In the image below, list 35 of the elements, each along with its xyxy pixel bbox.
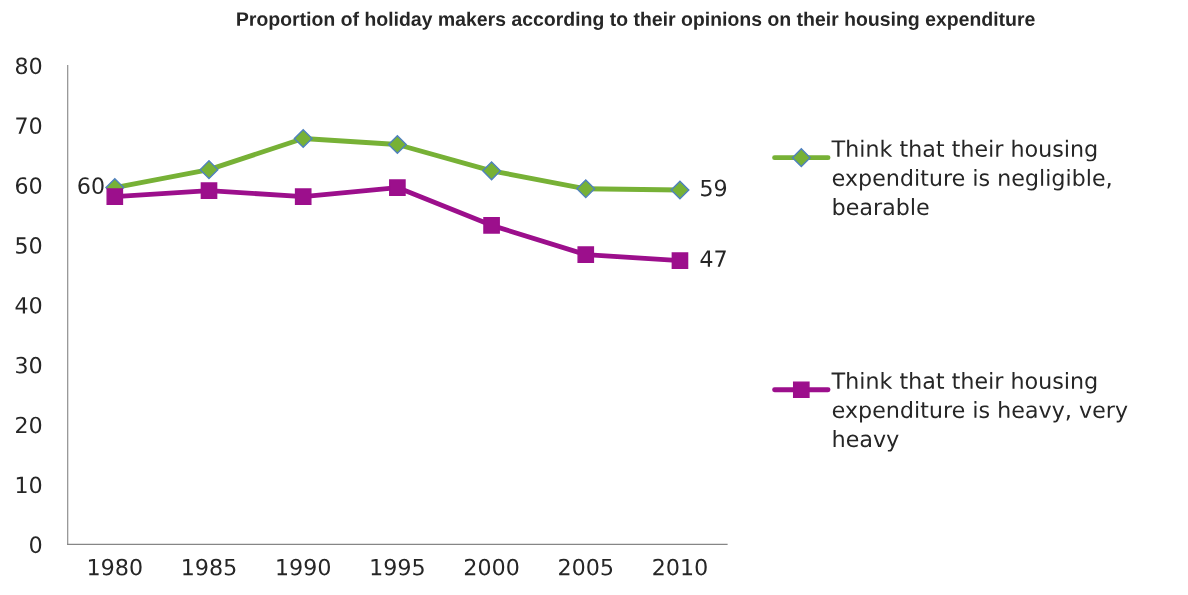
y-tick-label: 70 (16, 117, 42, 135)
data-label: 60 (78, 177, 104, 195)
data-label: 59 (701, 179, 727, 197)
point (200, 182, 218, 199)
x-tick-label: 1985 (183, 558, 236, 576)
point (293, 128, 313, 149)
legend-label: Think that their housing expenditure is negligible, bearable (831, 139, 1111, 216)
point (387, 134, 407, 155)
y-tick-label: 10 (16, 476, 42, 494)
point (294, 188, 312, 205)
y-tick-label: 30 (16, 356, 42, 374)
point (577, 246, 595, 263)
chart-title: Proportion of holiday makers according to their opinions on their housing expenditure (237, 11, 1035, 30)
point (389, 179, 406, 196)
y-tick-label: 80 (15, 57, 42, 75)
x-tick-label: 1995 (371, 558, 424, 576)
point (482, 161, 502, 181)
point (671, 252, 689, 269)
point (483, 216, 500, 234)
y-tick-label: 50 (16, 237, 42, 254)
legend-label: Think that their housing expenditure is heavy, very heavy (831, 371, 1128, 452)
x-tick-label: 2010 (653, 558, 707, 576)
point (106, 188, 124, 205)
y-tick-label: 0 (30, 536, 42, 554)
point (576, 179, 596, 199)
x-tick-label: 1980 (88, 558, 142, 576)
x-tick-label: 2000 (464, 558, 519, 576)
point (199, 160, 219, 180)
x-tick-label: 2005 (559, 558, 613, 576)
point (670, 180, 690, 200)
data-label: 47 (700, 250, 726, 267)
y-tick-label: 60 (15, 177, 42, 194)
x-tick-label: 1990 (277, 558, 330, 576)
y-tick-label: 20 (16, 416, 42, 434)
y-tick-label: 40 (15, 296, 42, 314)
